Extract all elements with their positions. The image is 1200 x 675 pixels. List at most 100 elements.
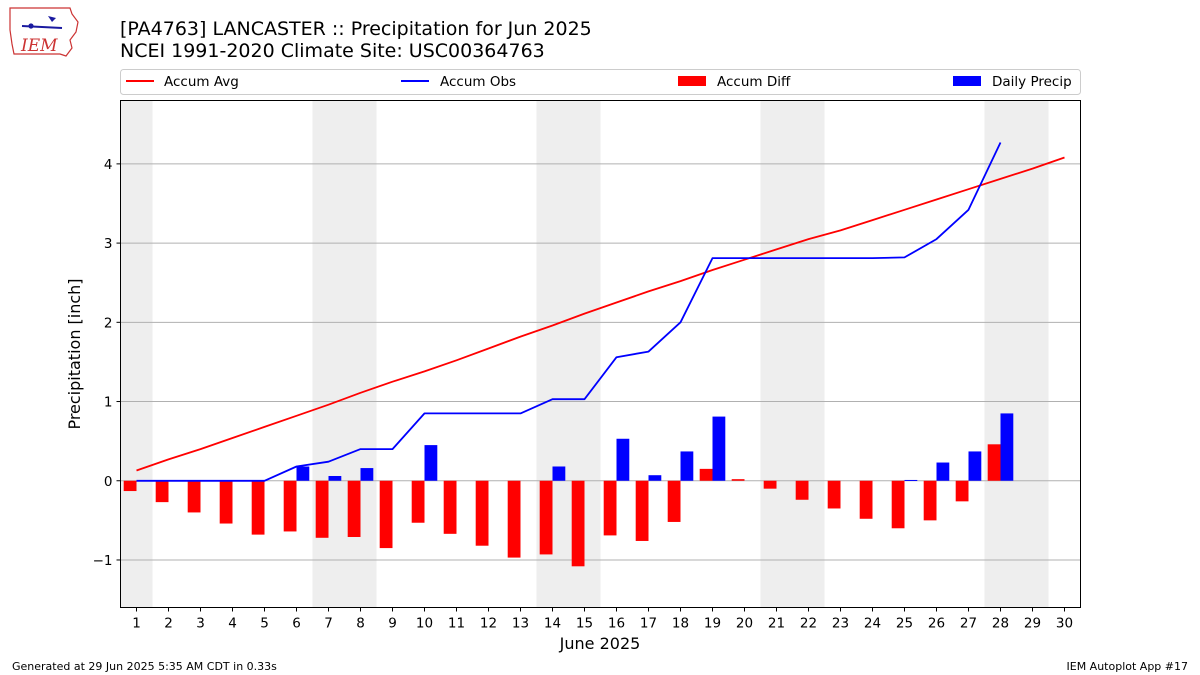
legend-swatch-accum-diff <box>678 76 706 86</box>
accum-diff-bar <box>571 480 585 567</box>
x-axis-label: June 2025 <box>559 634 641 653</box>
x-tick-label: 15 <box>576 616 593 632</box>
x-tick-label: 7 <box>324 616 333 632</box>
accum-obs-line <box>136 142 1002 482</box>
legend-label-accum-diff: Accum Diff <box>717 74 791 90</box>
x-tick-label: 2 <box>164 616 173 632</box>
iowa-outline-icon <box>9 7 79 57</box>
accum-diff-bar <box>251 480 265 535</box>
accum-diff-bar <box>283 480 297 532</box>
x-tick-label: 20 <box>736 616 753 632</box>
legend: Accum Avg Accum Obs Accum Diff Daily Pre… <box>120 69 1081 95</box>
x-tick-label: 1 <box>132 616 141 632</box>
x-tick-label: 8 <box>356 616 365 632</box>
daily-precip-bar <box>616 438 630 481</box>
accum-diff-bar <box>123 480 137 492</box>
y-axis-label: Precipitation [inch] <box>65 278 84 429</box>
x-tick-label: 23 <box>832 616 849 632</box>
y-tick-label: 3 <box>104 236 113 252</box>
x-tick-label: 4 <box>228 616 237 632</box>
accum-diff-bar <box>699 468 713 481</box>
x-tick-label: 3 <box>196 616 205 632</box>
accum-diff-bar <box>507 480 521 558</box>
logo-dot <box>28 23 34 29</box>
accum-diff-bar <box>379 480 393 549</box>
accum-avg-line <box>136 156 1065 472</box>
accum-diff-bar <box>859 480 873 519</box>
daily-precip-bar <box>1000 413 1014 481</box>
accum-diff-bar <box>443 480 457 534</box>
daily-precip-bar <box>328 475 342 481</box>
accum-diff-bar <box>987 444 1001 481</box>
weekend-band <box>760 100 825 608</box>
y-tick-label: 4 <box>104 157 113 173</box>
weekend-band <box>120 100 153 608</box>
legend-frame <box>120 69 1081 95</box>
y-tick-label: 1 <box>104 395 113 411</box>
x-tick-label: 10 <box>416 616 433 632</box>
accum-diff-bar <box>475 480 489 546</box>
x-tick-label: 12 <box>480 616 497 632</box>
footer-app: IEM Autoplot App #17 <box>1067 660 1189 673</box>
accum-diff-bar <box>219 480 233 524</box>
accum-diff-bar <box>763 480 777 489</box>
daily-precip-bar <box>296 466 310 481</box>
daily-precip-bar <box>904 479 918 481</box>
daily-precip-bar <box>552 466 566 481</box>
accum-diff-bar <box>155 480 169 503</box>
x-tick-label: 13 <box>512 616 529 632</box>
chart-title: [PA4763] LANCASTER :: Precipitation for … <box>120 18 592 40</box>
plot-frame <box>120 100 1081 608</box>
y-tick-label: −1 <box>93 553 113 569</box>
bars <box>123 413 1014 567</box>
chart-subtitle: NCEI 1991-2020 Climate Site: USC00364763 <box>120 40 545 62</box>
y-tick-label: 0 <box>104 474 113 490</box>
weekend-band <box>984 100 1049 608</box>
x-tick-label: 16 <box>608 616 625 632</box>
x-tick-label: 30 <box>1056 616 1073 632</box>
x-tick-label: 27 <box>960 616 977 632</box>
daily-precip-bar <box>936 462 950 481</box>
x-tick-label: 6 <box>292 616 301 632</box>
daily-precip-bar <box>360 468 374 481</box>
accum-diff-bar <box>731 479 745 481</box>
x-tick-label: 11 <box>448 616 465 632</box>
logo-text: IEM <box>20 36 58 56</box>
accum-diff-bar <box>347 480 361 537</box>
series-lines <box>136 142 1065 482</box>
grid-lines <box>120 163 1081 561</box>
x-axis: 1 2 3 4 5 6 7 8 9 10 11 12 13 14 15 16 17 18 19 20 21 22 23 24 2… <box>132 607 1073 632</box>
x-tick-label: 14 <box>544 616 561 632</box>
accum-diff-bar <box>891 480 905 529</box>
legend-label-accum-avg: Accum Avg <box>164 74 239 90</box>
x-tick-label: 25 <box>896 616 913 632</box>
accum-diff-bar <box>411 480 425 523</box>
accum-diff-bar <box>635 480 649 541</box>
accum-diff-bar <box>187 480 201 513</box>
daily-precip-bar <box>968 451 982 481</box>
accum-diff-bar <box>923 480 937 521</box>
x-tick-label: 17 <box>640 616 657 632</box>
x-tick-label: 21 <box>768 616 785 632</box>
y-tick-label: 2 <box>104 315 113 331</box>
x-tick-label: 19 <box>704 616 721 632</box>
logo-bird-icon <box>48 16 56 22</box>
y-axis: −1 0 1 2 3 4 <box>93 157 121 569</box>
accum-diff-bar <box>827 480 841 509</box>
x-tick-label: 24 <box>864 616 881 632</box>
daily-precip-bar <box>648 475 662 481</box>
daily-precip-bar <box>680 451 694 481</box>
x-tick-label: 5 <box>260 616 269 632</box>
daily-precip-bar <box>424 445 438 481</box>
x-tick-label: 18 <box>672 616 689 632</box>
accum-diff-bar <box>955 480 969 502</box>
x-tick-label: 22 <box>800 616 817 632</box>
accum-diff-bar <box>315 480 329 538</box>
accum-diff-bar <box>603 480 617 536</box>
accum-diff-bar <box>795 480 809 500</box>
footer-generated: Generated at 29 Jun 2025 5:35 AM CDT in … <box>12 660 277 673</box>
legend-label-accum-obs: Accum Obs <box>440 74 516 90</box>
x-tick-label: 9 <box>388 616 397 632</box>
iem-logo: IEM <box>9 7 79 57</box>
